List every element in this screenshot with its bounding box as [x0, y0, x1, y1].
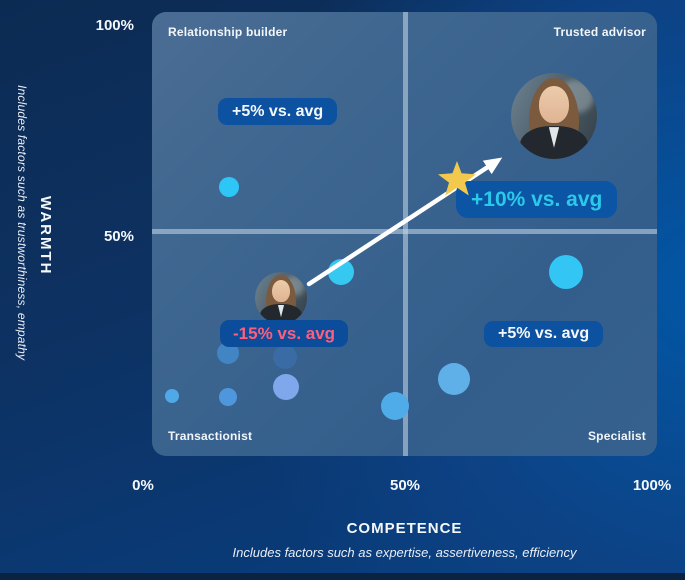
x-tick-0: 0% [132, 477, 154, 494]
quadrant-label-transactionist: Transactionist [168, 429, 253, 443]
quadrant-label-trusted-advisor: Trusted advisor [553, 25, 646, 39]
y-axis-title: WARMTH [37, 196, 54, 276]
badge-transactionist-delta: -15% vs. avg [220, 320, 349, 347]
quadrant-label-specialist: Specialist [587, 429, 646, 443]
data-bubble [549, 255, 583, 289]
x-axis-subtitle: Includes factors such as expertise, asse… [232, 545, 577, 560]
x-tick-50: 50% [389, 477, 421, 494]
x-tick-100: 100% [632, 477, 672, 494]
data-bubble [219, 177, 239, 197]
avatar-face [539, 85, 569, 123]
avatar-shirt [548, 127, 560, 148]
y-midline-50pct [152, 229, 657, 234]
y-tick-100: 100% [95, 17, 134, 34]
badge-trusted-advisor-delta: +10% vs. avg [456, 181, 618, 218]
bottom-edge-strip [0, 573, 685, 580]
x-midline-50pct [403, 12, 408, 456]
avatar-transactional-advisor [255, 272, 307, 324]
avatar-face [272, 279, 290, 303]
data-bubble [273, 374, 299, 400]
data-bubble [328, 259, 354, 285]
avatar-trusted-advisor [511, 73, 597, 159]
quadrant-label-relationship-builder: Relationship builder [168, 25, 288, 39]
badge-specialist-delta: +5% vs. avg [484, 321, 604, 347]
badge-relationship-builder-delta: +5% vs. avg [218, 98, 338, 125]
data-bubble [273, 345, 297, 369]
y-tick-50: 50% [103, 228, 134, 245]
data-bubble [381, 392, 409, 420]
data-bubble [219, 388, 237, 406]
x-axis-title: COMPETENCE [346, 520, 463, 537]
data-bubble [165, 389, 179, 403]
data-bubble [438, 363, 470, 395]
avatar-shirt [277, 304, 285, 318]
y-axis-subtitle: Includes factors such as trustworthiness… [15, 85, 29, 361]
data-bubble [217, 342, 239, 364]
